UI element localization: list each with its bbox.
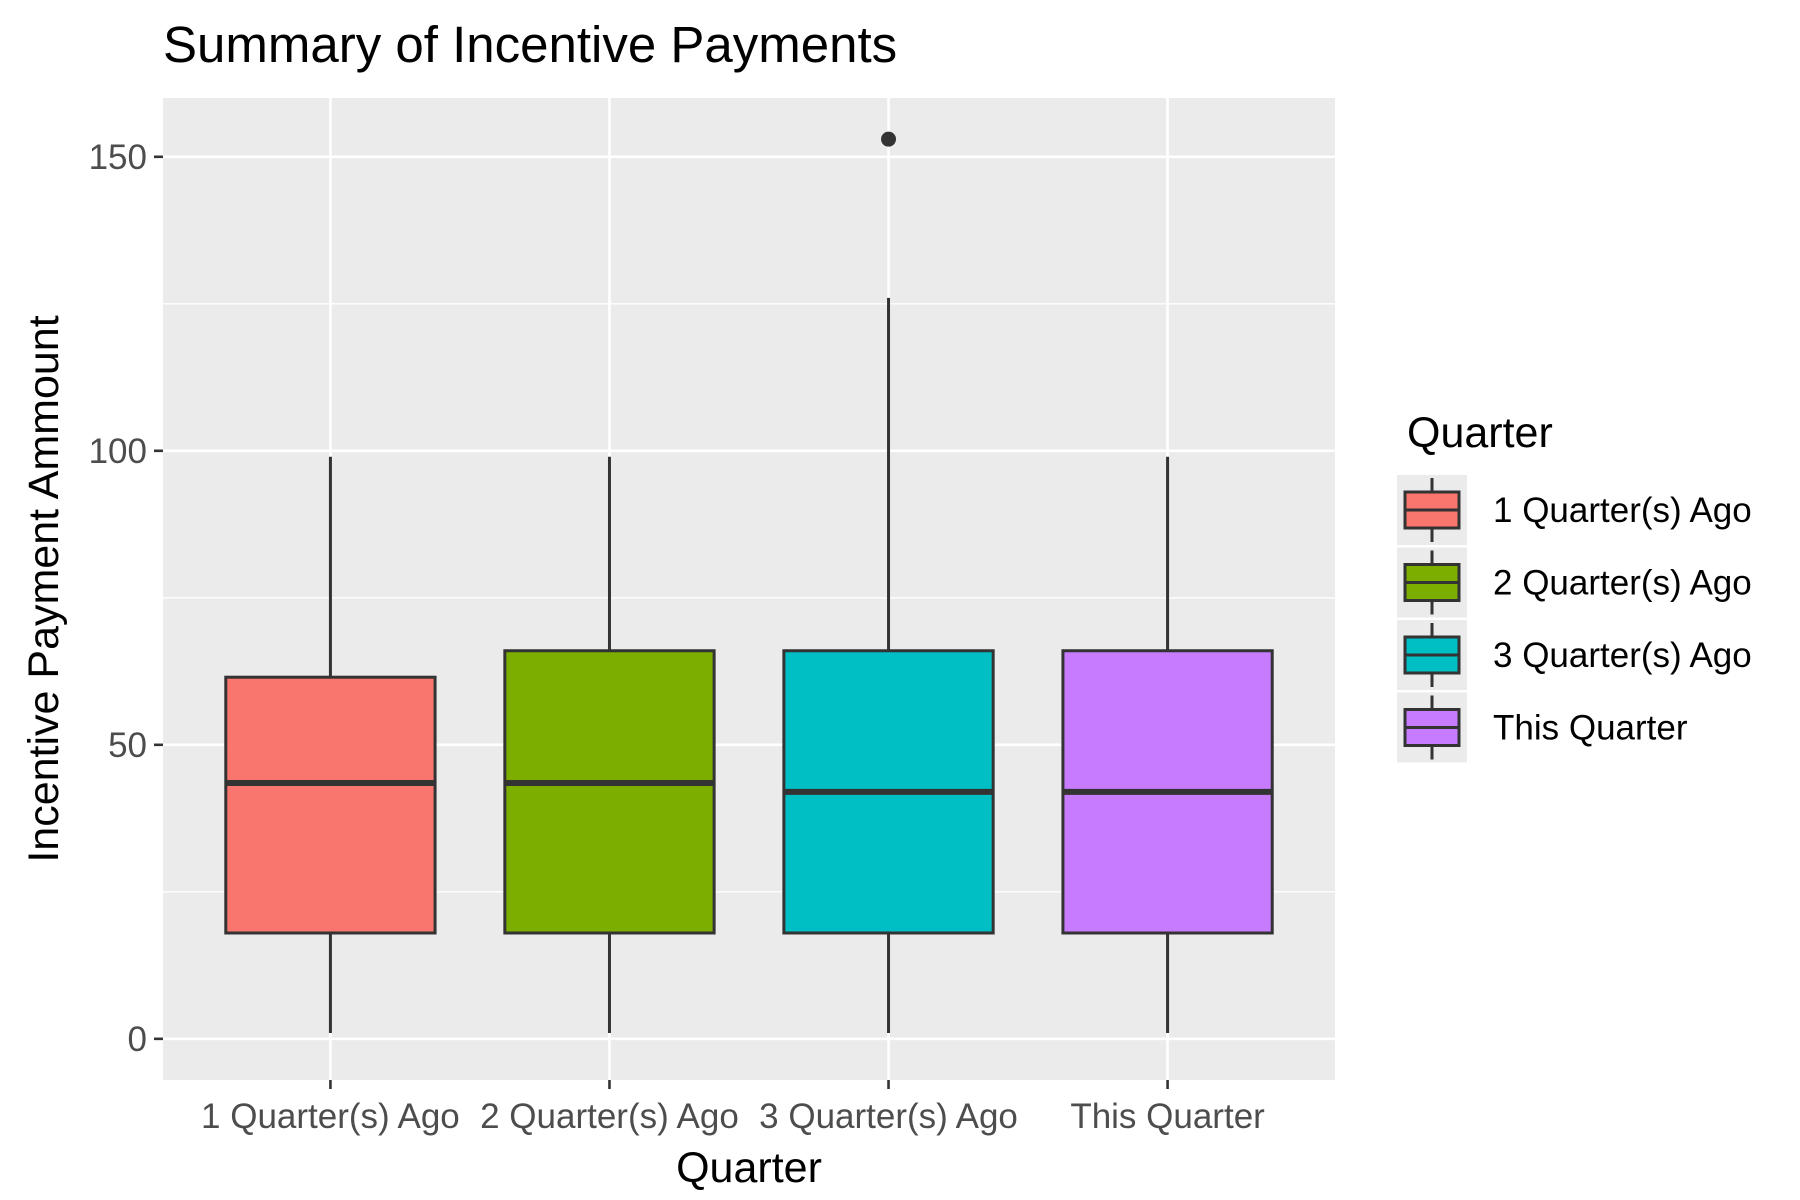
y-tick-label: 100 [89, 432, 147, 471]
y-axis-title: Incentive Payment Ammount [20, 315, 68, 862]
legend-item: 2 Quarter(s) Ago [1397, 547, 1752, 618]
x-tick-label: 3 Quarter(s) Ago [759, 1097, 1018, 1136]
x-axis: 1 Quarter(s) Ago 2 Quarter(s) Ago 3 Quarte… [201, 1080, 1265, 1136]
x-tick-label: This Quarter [1070, 1097, 1265, 1136]
legend-items: 1 Quarter(s) Ago 2 Quarter(s) Ago 3 Quarte… [1397, 475, 1752, 763]
x-tick-label: 1 Quarter(s) Ago [201, 1097, 460, 1136]
y-axis: 0 50 100 150 [89, 138, 163, 1059]
boxplot [503, 456, 716, 1033]
x-axis-title: Quarter [676, 1144, 822, 1192]
x-tick-label: 2 Quarter(s) Ago [480, 1097, 739, 1136]
legend-label: 2 Quarter(s) Ago [1493, 564, 1752, 603]
y-tick-label: 50 [108, 726, 147, 765]
legend-label: 1 Quarter(s) Ago [1493, 491, 1752, 530]
box [224, 675, 437, 935]
legend-item: 3 Quarter(s) Ago [1397, 620, 1752, 690]
chart-title: Summary of Incentive Payments [163, 16, 897, 73]
legend-item: This Quarter [1397, 692, 1688, 763]
box [503, 649, 716, 935]
legend-item: 1 Quarter(s) Ago [1397, 475, 1752, 545]
boxplots [224, 131, 1274, 1033]
legend: Quarter 1 Quarter(s) Ago 2 Quarter(s) Ago… [1397, 409, 1752, 763]
outlier-point [881, 131, 897, 147]
legend-label: This Quarter [1493, 709, 1688, 748]
boxplot [224, 456, 437, 1033]
legend-label: 3 Quarter(s) Ago [1493, 636, 1752, 675]
y-tick-label: 0 [128, 1020, 147, 1059]
boxplot [1061, 456, 1274, 1033]
legend-title: Quarter [1407, 409, 1553, 457]
boxplot [782, 131, 995, 1033]
y-tick-label: 150 [89, 138, 147, 177]
